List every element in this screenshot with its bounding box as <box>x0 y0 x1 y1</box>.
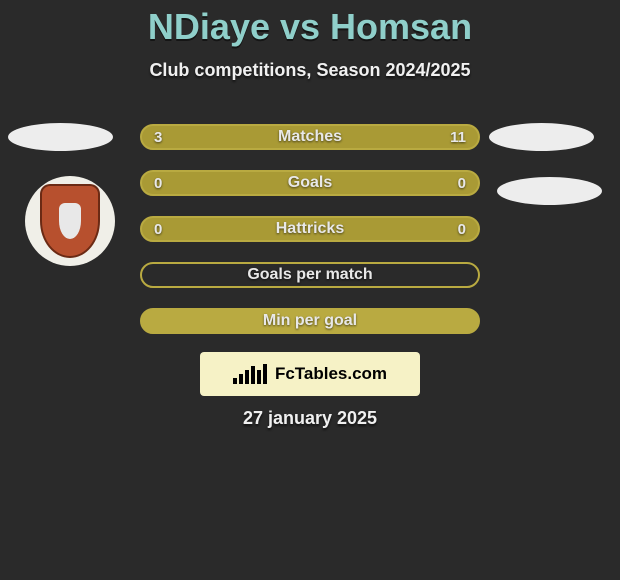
stat-row-gpm: Goals per match <box>140 262 480 288</box>
stat-label: Goals <box>142 174 478 192</box>
stat-bar-mpg: Min per goal <box>140 308 480 334</box>
footer-date: 27 january 2025 <box>0 408 620 429</box>
stat-label: Min per goal <box>142 312 478 330</box>
brand-bar-segment <box>257 370 261 384</box>
page-subtitle: Club competitions, Season 2024/2025 <box>0 60 620 81</box>
brand-bar-segment <box>251 366 255 384</box>
stat-row-goals: 0Goals0 <box>140 170 480 196</box>
player1-club-badge <box>25 176 115 266</box>
brand-box[interactable]: FcTables.com <box>200 352 420 396</box>
stat-row-mpg: Min per goal <box>140 308 480 334</box>
brand-label: FcTables.com <box>275 364 387 384</box>
club-shield-icon <box>40 184 100 258</box>
brand-bars-icon <box>233 364 269 384</box>
stat-bar-hattricks: 0Hattricks0 <box>140 216 480 242</box>
stat-label: Matches <box>142 128 478 146</box>
player1-placeholder-ellipse <box>8 123 113 151</box>
stat-bar-matches: 3Matches11 <box>140 124 480 150</box>
stat-label: Hattricks <box>142 220 478 238</box>
brand-text: FcTables.com <box>233 364 387 384</box>
stat-bar-gpm: Goals per match <box>140 262 480 288</box>
brand-bar-segment <box>239 374 243 384</box>
club-shield-inner <box>59 203 81 239</box>
player2-placeholder-ellipse-1 <box>489 123 594 151</box>
brand-bar-segment <box>233 378 237 384</box>
page-root: NDiaye vs Homsan Club competitions, Seas… <box>0 0 620 580</box>
page-title: NDiaye vs Homsan <box>0 6 620 48</box>
brand-bar-segment <box>245 370 249 384</box>
stat-row-matches: 3Matches11 <box>140 124 480 150</box>
stat-bar-goals: 0Goals0 <box>140 170 480 196</box>
player2-placeholder-ellipse-2 <box>497 177 602 205</box>
brand-bar-segment <box>263 364 267 384</box>
stat-row-hattricks: 0Hattricks0 <box>140 216 480 242</box>
stat-label: Goals per match <box>142 266 478 284</box>
